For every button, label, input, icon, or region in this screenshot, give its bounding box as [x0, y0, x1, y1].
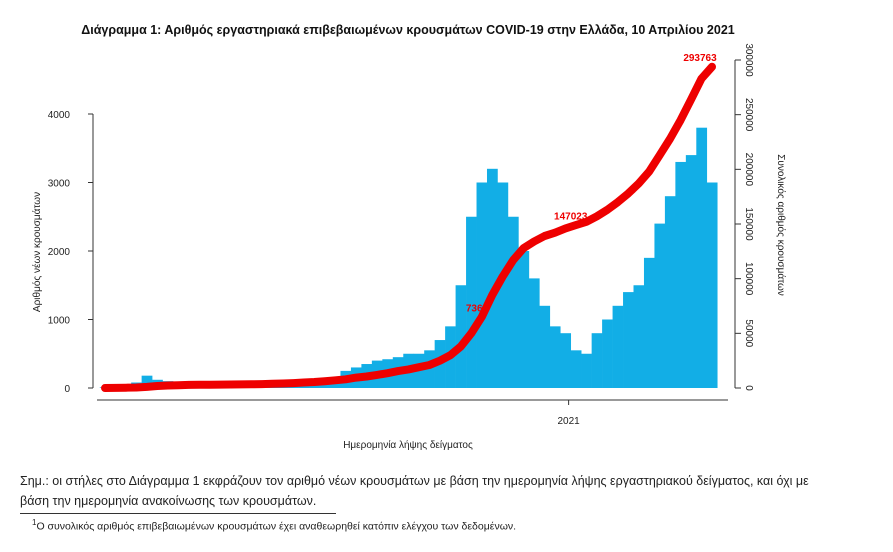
bar: [466, 216, 477, 388]
cumulative-annotation: 147023: [554, 211, 588, 222]
y2-tick-label: 100000: [743, 262, 754, 296]
bar: [518, 251, 530, 388]
bar: [570, 350, 582, 388]
y2-tick-label: 150000: [743, 207, 754, 241]
bar: [706, 182, 718, 388]
y-tick-label: 2000: [48, 247, 71, 258]
y-tick-label: 0: [64, 384, 70, 395]
y2-tick-label: 50000: [743, 319, 754, 347]
bar: [476, 182, 488, 388]
bar: [685, 155, 697, 388]
footnote-text: Ο συνολικός αριθμός επιβεβαιωμένων κρουσ…: [36, 520, 517, 533]
y-tick-label: 1000: [48, 316, 71, 327]
bar: [455, 285, 467, 388]
bar: [560, 333, 572, 388]
footnote-mark: 1: [32, 518, 37, 527]
bar: [633, 285, 645, 388]
y2-tick-label: 300000: [743, 43, 754, 77]
bar: [528, 278, 540, 388]
chart-note: Σημ.: οι στήλες στο Διάγραμμα 1 εκφράζου…: [20, 474, 809, 508]
bar: [664, 196, 676, 388]
bar: [486, 168, 498, 388]
bar: [612, 305, 624, 388]
cumulative-annotation: 293763: [683, 53, 717, 64]
annotations-group: 7361 147023 293763: [466, 53, 717, 315]
bar: [696, 127, 708, 388]
y-axis-label: Αριθμός νέων κρουσμάτων: [31, 192, 43, 312]
y-tick-label: 4000: [48, 110, 71, 121]
bar: [497, 182, 509, 388]
bar: [539, 305, 551, 388]
chart-title: Διάγραμμα 1: Αριθμός εργαστηριακά επιβεβ…: [81, 23, 735, 37]
bar: [591, 333, 603, 388]
y-tick-label: 3000: [48, 179, 71, 190]
y2-tick-label: 0: [743, 385, 754, 391]
cumulative-line: [101, 62, 716, 392]
bar: [424, 350, 435, 388]
bars-group: [99, 127, 718, 388]
bar: [581, 353, 592, 388]
bar: [549, 326, 561, 388]
x-tick-label: 2021: [557, 416, 580, 427]
bar: [654, 223, 666, 388]
footnote-divider: [20, 513, 336, 514]
axes-group: 0 1000 2000 3000 4000 0 50000 100000 150000 20000…: [48, 43, 754, 427]
footnote: 1Ο συνολικός αριθμός επιβεβαιωμένων κρου…: [32, 518, 516, 533]
bar: [602, 319, 613, 388]
cumulative-annotation: 7361: [466, 304, 489, 315]
x-axis-label: Ημερομηνία λήψης δείγματος: [343, 439, 473, 451]
bar: [141, 375, 153, 388]
bar: [643, 257, 655, 388]
bar: [623, 292, 634, 388]
bar: [507, 216, 519, 388]
y2-tick-label: 200000: [743, 153, 754, 187]
y2-tick-label: 250000: [743, 98, 754, 132]
y2-axis-label: Συνολικός αριθμός κρουσμάτων: [775, 154, 787, 296]
bar: [675, 161, 687, 388]
covid-chart: Διάγραμμα 1: Αριθμός εργαστηριακά επιβεβ…: [31, 23, 787, 451]
